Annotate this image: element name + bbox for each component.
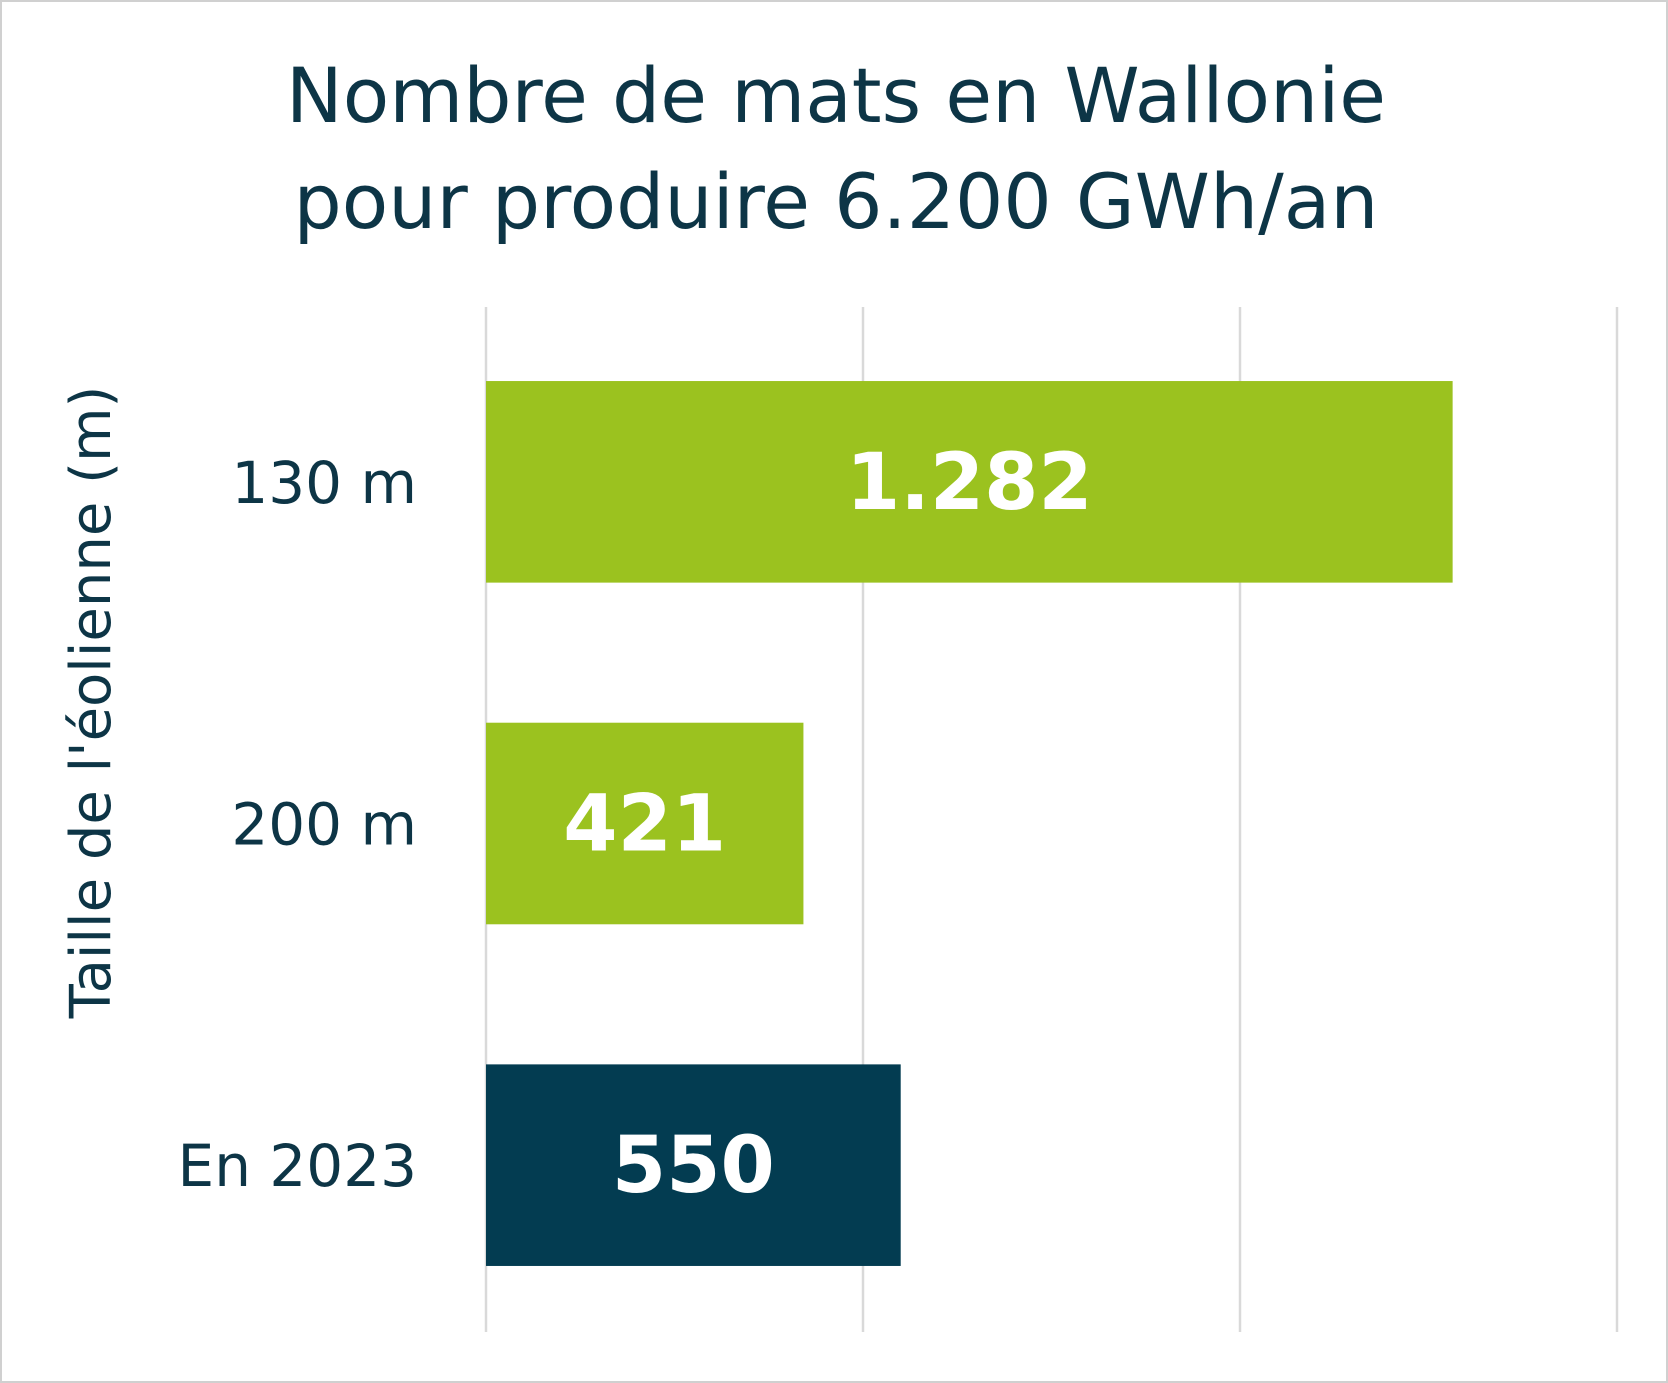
chart-title-line-2: pour produire 6.200 GWh/an (294, 157, 1379, 246)
data-label-2023: 550 (612, 1121, 775, 1211)
bars (486, 381, 1453, 1266)
chart-title-line-1: Nombre de mats en Wallonie (286, 51, 1386, 140)
data-label-200m: 421 (563, 780, 726, 870)
category-label-2023: En 2023 (178, 1132, 417, 1200)
bar-2023 (486, 1064, 901, 1266)
y-axis-label: Taille de l'éolienne (m) (59, 386, 124, 1020)
data-label-130m: 1.282 (846, 438, 1093, 528)
bar-200m (486, 722, 804, 925)
data-labels: 1.282 421 550 (563, 438, 1092, 1211)
category-label-130m: 130 m (231, 449, 417, 517)
category-label-200m: 200 m (231, 791, 417, 859)
bar-130m (486, 381, 1453, 583)
